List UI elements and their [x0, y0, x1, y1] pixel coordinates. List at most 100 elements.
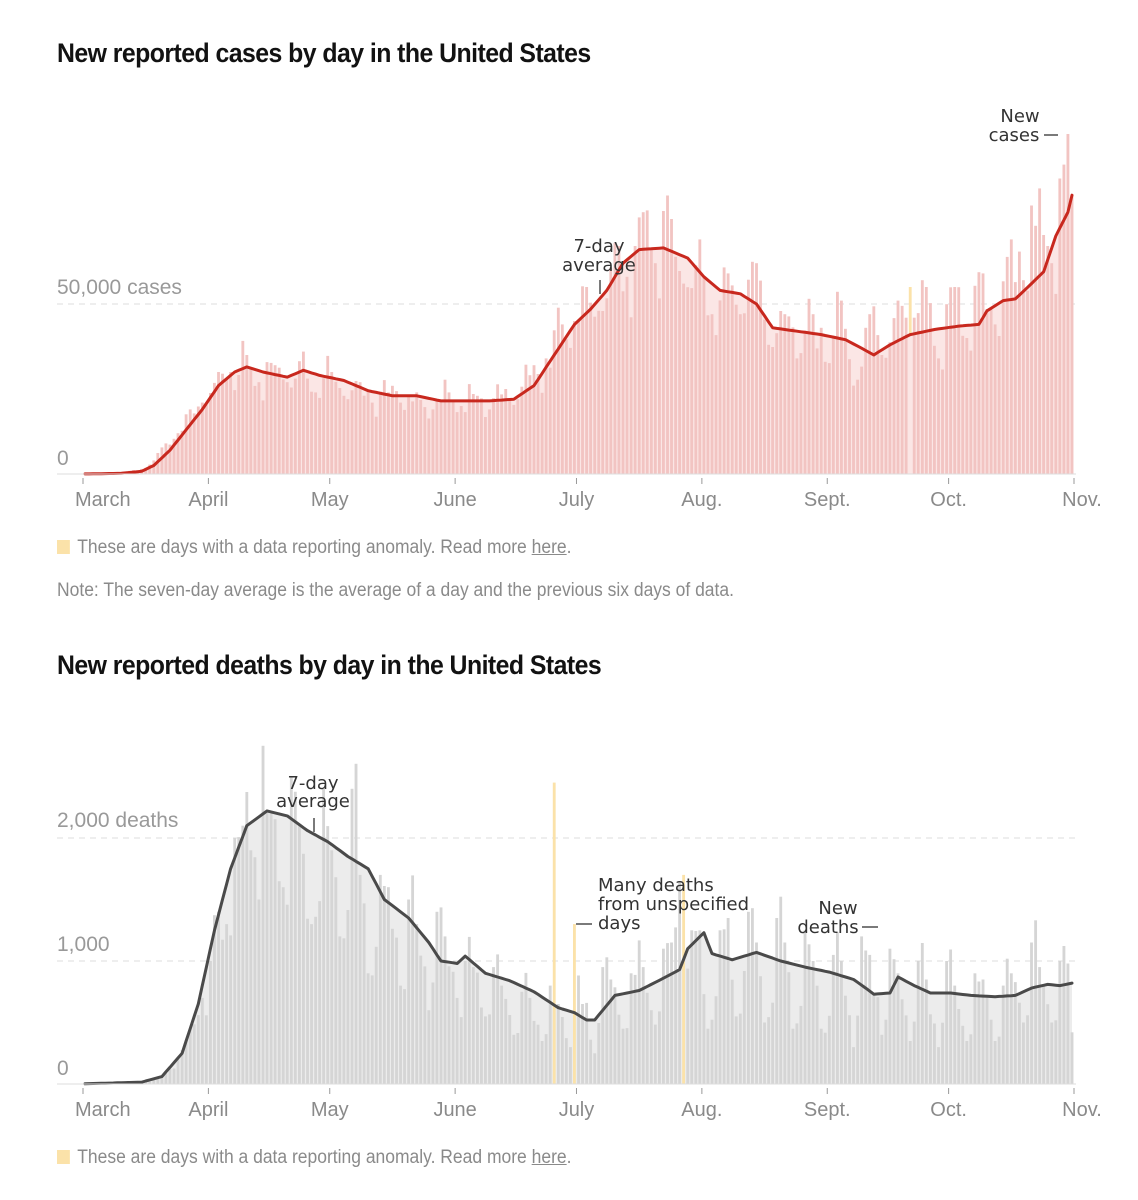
- daily-bar: [176, 1059, 180, 1084]
- daily-bar: [160, 447, 164, 474]
- daily-bar: [1018, 251, 1021, 474]
- daily-bar: [362, 395, 366, 474]
- deaths-anomaly-annotation-line3: days: [598, 913, 641, 934]
- daily-bar: [338, 936, 342, 1084]
- daily-bar: [160, 1077, 164, 1084]
- daily-bar: [188, 1028, 192, 1085]
- daily-bar: [1026, 1015, 1029, 1084]
- daily-bar: [827, 1015, 831, 1084]
- daily-bar: [293, 378, 297, 474]
- daily-bar: [973, 285, 977, 474]
- daily-bar: [601, 967, 605, 1084]
- x-tick-label: March: [75, 489, 131, 511]
- daily-bar: [860, 366, 864, 474]
- daily-bar: [1030, 205, 1033, 474]
- cases-new-annotation-line2: cases: [989, 125, 1040, 146]
- cases-daily-bars: [95, 134, 1074, 474]
- daily-bar: [593, 316, 597, 474]
- daily-bar: [1005, 958, 1009, 1084]
- deaths-average-annotation-line2: average: [276, 791, 350, 812]
- daily-bar: [751, 261, 754, 474]
- daily-bar: [366, 390, 370, 474]
- daily-bar: [148, 464, 152, 474]
- daily-bar: [787, 972, 791, 1084]
- daily-bar: [395, 937, 398, 1084]
- daily-bar: [237, 837, 241, 1084]
- daily-bar: [168, 1069, 172, 1084]
- daily-bar: [164, 1073, 168, 1084]
- anomaly-swatch-icon: [57, 540, 70, 554]
- daily-bar: [387, 392, 390, 474]
- daily-bar: [451, 971, 455, 1084]
- daily-bar: [188, 409, 192, 474]
- daily-bar: [710, 1019, 714, 1084]
- daily-bar: [807, 298, 811, 474]
- daily-bar: [961, 1025, 965, 1084]
- daily-bar: [289, 387, 293, 474]
- deaths-legend-suffix: .: [566, 1147, 572, 1168]
- daily-bar: [1022, 1022, 1025, 1084]
- x-tick-label: May: [311, 489, 349, 511]
- daily-bar: [981, 979, 985, 1084]
- daily-bar: [1022, 280, 1025, 474]
- daily-bar: [601, 311, 605, 474]
- daily-bar: [763, 1022, 766, 1084]
- daily-bar: [415, 924, 419, 1084]
- daily-bar: [1054, 1020, 1058, 1084]
- daily-bar: [892, 959, 896, 1084]
- daily-bar: [1038, 967, 1042, 1084]
- daily-bar: [253, 857, 257, 1084]
- daily-bar: [504, 998, 508, 1084]
- daily-bar: [819, 1028, 823, 1085]
- daily-bar: [641, 212, 645, 474]
- daily-bar: [856, 1015, 860, 1084]
- daily-bar: [904, 317, 908, 474]
- daily-bar: [544, 358, 548, 474]
- daily-bar: [997, 1036, 1001, 1084]
- deaths-read-more-link[interactable]: here: [531, 1147, 567, 1168]
- daily-bar: [342, 938, 346, 1084]
- daily-bar: [985, 996, 989, 1084]
- daily-bar: [310, 924, 313, 1084]
- daily-bar: [156, 1077, 160, 1084]
- daily-bar: [734, 304, 738, 474]
- cases-read-more-link[interactable]: here: [531, 537, 567, 558]
- daily-bar: [229, 935, 233, 1084]
- daily-bar: [868, 954, 872, 1085]
- daily-bar: [1058, 961, 1062, 1084]
- daily-bar: [896, 973, 900, 1084]
- daily-bar: [1009, 239, 1013, 474]
- anomaly-bar: [682, 874, 686, 1084]
- deaths-new-annotation-line1: New: [818, 898, 857, 919]
- daily-bar: [488, 1014, 491, 1084]
- cases-new-annotation-line1: New: [1000, 106, 1039, 127]
- daily-bar: [848, 359, 851, 474]
- deaths-new-annotation-line2: deaths: [797, 917, 858, 938]
- daily-bar: [374, 416, 378, 474]
- deaths-anomaly-annotation-line2: from unspecified: [598, 894, 749, 915]
- daily-bar: [249, 369, 253, 474]
- daily-bar: [577, 975, 580, 1084]
- daily-bar: [443, 379, 447, 474]
- daily-bar: [621, 1028, 625, 1085]
- daily-bar: [904, 1015, 908, 1084]
- daily-bar: [540, 1041, 544, 1084]
- daily-bar: [908, 1041, 912, 1084]
- daily-bar: [690, 288, 694, 474]
- daily-bar: [815, 985, 819, 1084]
- cases-y-label-50000: 50,000 cases: [57, 276, 182, 299]
- daily-bar: [884, 1019, 888, 1084]
- daily-bar: [718, 930, 722, 1085]
- daily-bar: [706, 315, 710, 474]
- daily-bar: [520, 386, 524, 474]
- daily-bar: [1070, 195, 1074, 474]
- daily-bar: [459, 1017, 463, 1084]
- daily-bar: [1066, 963, 1070, 1084]
- daily-bar: [217, 372, 220, 474]
- daily-bar: [382, 886, 386, 1084]
- daily-bar: [253, 385, 257, 474]
- daily-bar: [204, 1015, 208, 1084]
- daily-bar: [779, 311, 783, 474]
- daily-bar: [447, 966, 451, 1084]
- daily-bar: [722, 267, 726, 474]
